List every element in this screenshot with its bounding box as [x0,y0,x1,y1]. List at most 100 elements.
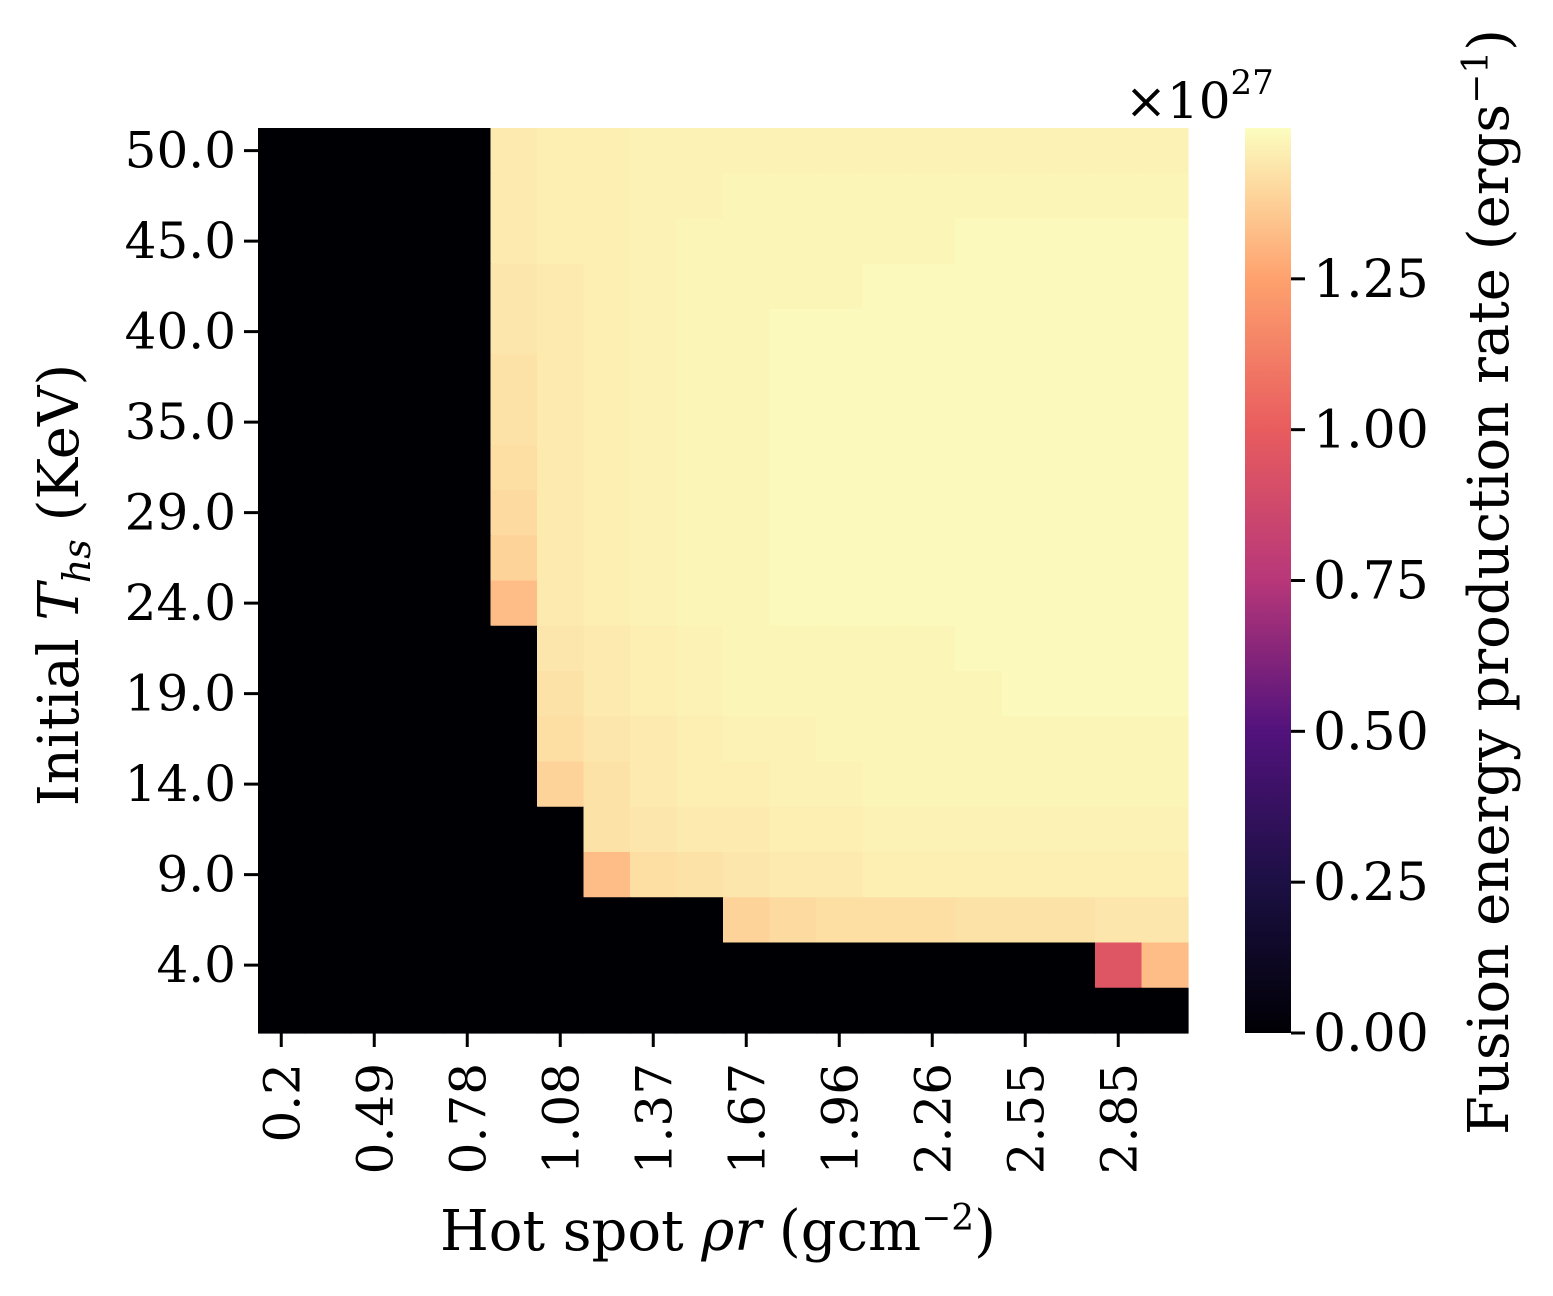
heatmap-cell [909,806,957,853]
heatmap-cell [862,128,910,174]
heatmap-cell [862,173,910,220]
heatmap-cell [676,173,724,220]
heatmap-cell [862,444,910,491]
heatmap-cell [444,625,492,672]
heatmap-cell [583,354,631,401]
heatmap-cell [630,173,678,220]
heatmap-cell [1002,309,1050,355]
heatmap-cell [444,399,492,446]
heatmap-cell [862,263,910,310]
heatmap-cell [630,535,678,582]
heatmap-cell [1095,897,1143,944]
heatmap-cell [1095,218,1143,265]
heatmap-cell [583,399,631,446]
heatmap-cell [723,716,771,763]
heatmap-cell [444,535,492,582]
heatmap-cell [1141,399,1189,446]
heatmap-cell [258,671,306,717]
heatmap-cell [444,942,492,989]
heatmap-cell [816,942,864,989]
heatmap-cell [862,490,910,536]
heatmap-cell [769,806,817,853]
heatmap-cell [444,490,492,536]
heatmap-cell [909,399,957,446]
y-tick-label: 29.0 [125,484,236,542]
heatmap-cell [816,806,864,853]
heatmap-cell [1141,625,1189,672]
heatmap-cell [1095,399,1143,446]
heatmap-cell [490,399,538,446]
heatmap-cell [862,625,910,672]
heatmap-cell [1141,128,1189,174]
heatmap-cell [490,535,538,582]
heatmap-cell [258,716,306,763]
heatmap-cell [258,852,306,898]
heatmap-cell [490,490,538,536]
heatmap-cell [1141,716,1189,763]
heatmap-cell [258,987,306,1034]
heatmap-cell [769,263,817,310]
heatmap-cell [769,128,817,174]
heatmap-cell [304,173,352,220]
heatmap-cell [304,671,352,717]
heatmap-cell [1095,987,1143,1034]
heatmap-cell [304,580,352,627]
heatmap-cell [583,942,631,989]
heatmap-cell [723,309,771,355]
heatmap-cell [630,580,678,627]
heatmap-cell [909,942,957,989]
heatmap-cell [351,852,399,898]
heatmap-cell [258,128,306,174]
heatmap-cell [490,580,538,627]
heatmap-cell [397,309,445,355]
heatmap-cell [955,309,1003,355]
heatmap-cell [1002,173,1050,220]
heatmap-cell [583,173,631,220]
heatmap-cell [537,671,585,717]
heatmap-cell [1095,444,1143,491]
heatmap-cell [490,354,538,401]
heatmap-cell [304,399,352,446]
heatmap-cell [304,897,352,944]
heatmap-cell [1141,942,1189,989]
heatmap-cell [909,490,957,536]
heatmap-cell [583,580,631,627]
heatmap-cell [351,761,399,808]
heatmap-cell [816,716,864,763]
heatmap-cell [1048,263,1096,310]
x-tick-label: 0.2 [253,1063,311,1143]
heatmap-cell [630,354,678,401]
heatmap-cell [676,263,724,310]
heatmap-cell [444,309,492,355]
heatmap-cell [955,173,1003,220]
heatmap-cell [537,263,585,310]
heatmap-cell [1048,897,1096,944]
heatmap-cell [397,263,445,310]
colorbar-tick-label: 0.25 [1313,853,1429,913]
heatmap-cell [862,716,910,763]
heatmap-cell [723,354,771,401]
heatmap-cell [909,444,957,491]
heatmap-cell [1141,535,1189,582]
heatmap-cell [630,852,678,898]
heatmap-cell [955,852,1003,898]
heatmap-cell [1002,852,1050,898]
y-tick-label: 50.0 [125,122,236,180]
heatmap-cell [630,987,678,1034]
heatmap-cell [397,671,445,717]
heatmap-cell [769,173,817,220]
heatmap-cell [537,625,585,672]
heatmap-cell [258,761,306,808]
heatmap-cell [955,128,1003,174]
heatmap-cell [351,671,399,717]
heatmap-cell [862,806,910,853]
heatmap-cell [444,806,492,853]
heatmap-cell [444,987,492,1034]
heatmap-cell [630,263,678,310]
heatmap-cell [816,173,864,220]
heatmap-cell [444,761,492,808]
heatmap-cell [1048,671,1096,717]
heatmap-cell [1095,852,1143,898]
heatmap-cell [676,716,724,763]
heatmap-cell [909,897,957,944]
